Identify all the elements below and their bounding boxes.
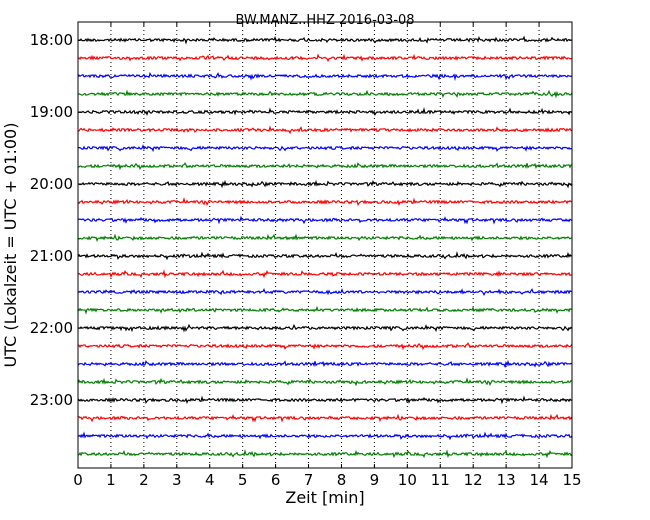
y-tick-label-1: 19:00: [30, 103, 73, 121]
y-tick-label-2: 20:00: [30, 175, 73, 193]
trace-2330: [77, 431, 573, 441]
x-tick-label-2: 2: [139, 471, 149, 489]
x-tick-label-1: 1: [106, 471, 116, 489]
trace-2115: [77, 269, 573, 279]
trace-2200: [77, 323, 573, 333]
trace-1945: [77, 162, 573, 171]
trace-2015: [77, 197, 573, 207]
trace-1845: [77, 89, 573, 99]
x-tick-label-8: 8: [337, 471, 347, 489]
x-tick-label-0: 0: [73, 471, 83, 489]
y-tick-label-5: 23:00: [30, 391, 73, 409]
trace-2230: [77, 359, 573, 369]
trace-2100: [77, 251, 573, 261]
x-tick-label-7: 7: [304, 471, 314, 489]
y-tick-label-0: 18:00: [30, 31, 73, 49]
y-tick-label-3: 21:00: [30, 247, 73, 265]
trace-1800: [77, 35, 573, 45]
trace-2045: [77, 233, 573, 243]
trace-2245: [77, 377, 573, 387]
x-tick-label-15: 15: [562, 471, 581, 489]
trace-2000: [77, 179, 573, 189]
x-tick-label-3: 3: [172, 471, 182, 489]
x-tick-label-11: 11: [431, 471, 450, 489]
x-tick-label-9: 9: [370, 471, 380, 489]
x-tick-label-13: 13: [497, 471, 516, 489]
y-tick-label-4: 22:00: [30, 319, 73, 337]
trace-2145: [77, 305, 573, 315]
trace-2315: [77, 413, 573, 423]
x-tick-label-14: 14: [530, 471, 549, 489]
trace-2130: [77, 287, 573, 296]
trace-1915: [77, 125, 573, 135]
trace-2345: [77, 449, 573, 459]
plot-frame: [77, 21, 573, 469]
x-axis-ticks: 0 1 2 3 4 5 6 7 8 9 10 11 12 13 14 15: [73, 22, 582, 489]
trace-1900: [77, 106, 573, 117]
trace-2215: [77, 342, 573, 351]
trace-1830: [77, 71, 573, 82]
x-tick-label-5: 5: [238, 471, 248, 489]
x-tick-label-10: 10: [398, 471, 417, 489]
trace-1930: [77, 144, 573, 153]
seismogram-traces: [77, 35, 573, 459]
x-tick-label-6: 6: [271, 471, 281, 489]
trace-2300: [77, 395, 573, 405]
chart-title: BW.MANZ..HHZ 2016-03-08: [235, 13, 414, 28]
trace-1815: [77, 53, 573, 63]
y-axis-label: UTC (Lokalzeit = UTC + 01:00): [1, 123, 20, 368]
x-tick-label-12: 12: [464, 471, 483, 489]
trace-2030: [77, 215, 573, 225]
x-tick-label-4: 4: [205, 471, 215, 489]
y-axis-ticks: 18:00 19:00 20:00 21:00 22:00 23:00: [30, 31, 572, 409]
x-axis-label: Zeit [min]: [285, 488, 364, 507]
